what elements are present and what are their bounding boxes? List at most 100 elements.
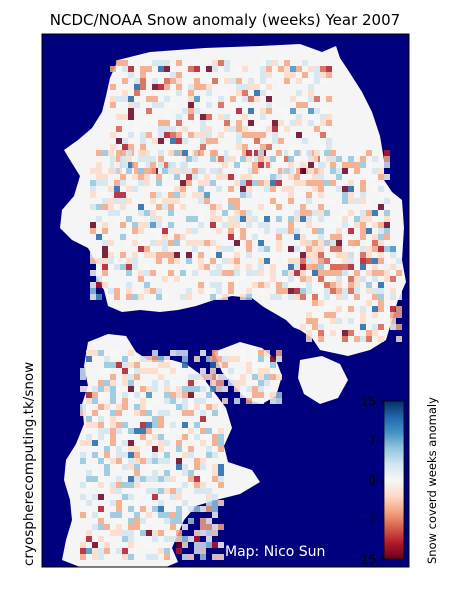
anomaly-cell [312, 240, 318, 246]
colorbar-tick-label: 15 [361, 395, 376, 409]
anomaly-cell [378, 306, 384, 312]
anomaly-cell [318, 210, 324, 216]
anomaly-cell [218, 380, 224, 386]
anomaly-cell [182, 126, 188, 132]
anomaly-cell [360, 276, 366, 282]
anomaly-cell [324, 294, 330, 300]
anomaly-cell [146, 60, 152, 66]
anomaly-cell [86, 422, 92, 428]
anomaly-cell [390, 264, 396, 270]
anomaly-cell [116, 102, 122, 108]
anomaly-cell [170, 66, 176, 72]
anomaly-cell [150, 246, 156, 252]
anomaly-cell [110, 500, 116, 506]
anomaly-cell [324, 240, 330, 246]
anomaly-cell [198, 240, 204, 246]
anomaly-cell [92, 554, 98, 560]
anomaly-cell [116, 386, 122, 392]
anomaly-cell [206, 542, 212, 548]
anomaly-cell [110, 440, 116, 446]
anomaly-cell [228, 282, 234, 288]
anomaly-cell [176, 506, 182, 512]
anomaly-cell [116, 410, 122, 416]
anomaly-cell [182, 144, 188, 150]
anomaly-cell [264, 180, 270, 186]
anomaly-cell [104, 542, 110, 548]
anomaly-cell [80, 500, 86, 506]
anomaly-cell [360, 210, 366, 216]
anomaly-cell [140, 386, 146, 392]
anomaly-cell [146, 464, 152, 470]
anomaly-cell [108, 210, 114, 216]
anomaly-cell [252, 162, 258, 168]
anomaly-cell [158, 506, 164, 512]
anomaly-cell [134, 404, 140, 410]
anomaly-cell [236, 90, 242, 96]
anomaly-cell [318, 240, 324, 246]
anomaly-cell [354, 180, 360, 186]
anomaly-cell [318, 162, 324, 168]
anomaly-cell [98, 482, 104, 488]
anomaly-cell [176, 416, 182, 422]
anomaly-cell [266, 90, 272, 96]
anomaly-cell [240, 216, 246, 222]
anomaly-cell [384, 276, 390, 282]
anomaly-cell [212, 542, 218, 548]
anomaly-cell [378, 294, 384, 300]
anomaly-cell [234, 386, 240, 392]
anomaly-cell [204, 174, 210, 180]
anomaly-cell [110, 530, 116, 536]
anomaly-cell [168, 258, 174, 264]
anomaly-cell [98, 548, 104, 554]
anomaly-cell [188, 476, 194, 482]
anomaly-cell [300, 300, 306, 306]
anomaly-cell [104, 464, 110, 470]
anomaly-cell [158, 488, 164, 494]
anomaly-cell [212, 428, 218, 434]
anomaly-cell [266, 66, 272, 72]
anomaly-cell [264, 276, 270, 282]
anomaly-cell [122, 392, 128, 398]
anomaly-cell [294, 288, 300, 294]
anomaly-cell [120, 222, 126, 228]
anomaly-cell [188, 446, 194, 452]
anomaly-cell [120, 234, 126, 240]
anomaly-cell [168, 222, 174, 228]
anomaly-cell [320, 114, 326, 120]
anomaly-cell [128, 380, 134, 386]
anomaly-cell [326, 114, 332, 120]
anomaly-cell [162, 276, 168, 282]
anomaly-cell [116, 422, 122, 428]
anomaly-cell [128, 162, 134, 168]
anomaly-cell [116, 488, 122, 494]
anomaly-cell [144, 210, 150, 216]
anomaly-cell [276, 180, 282, 186]
anomaly-cell [150, 228, 156, 234]
anomaly-cell [264, 156, 270, 162]
anomaly-cell [176, 488, 182, 494]
anomaly-cell [348, 282, 354, 288]
anomaly-cell [146, 518, 152, 524]
anomaly-cell [174, 168, 180, 174]
colorbar-gradient [383, 400, 405, 560]
anomaly-cell [324, 150, 330, 156]
anomaly-cell [314, 72, 320, 78]
anomaly-cell [312, 210, 318, 216]
anomaly-cell [366, 252, 372, 258]
anomaly-cell [320, 120, 326, 126]
anomaly-cell [270, 356, 276, 362]
anomaly-cell [132, 186, 138, 192]
anomaly-cell [140, 380, 146, 386]
anomaly-cell [288, 198, 294, 204]
anomaly-cell [302, 60, 308, 66]
anomaly-cell [206, 78, 212, 84]
anomaly-cell [300, 216, 306, 222]
anomaly-cell [336, 288, 342, 294]
anomaly-cell [144, 282, 150, 288]
anomaly-cell [216, 246, 222, 252]
anomaly-cell [138, 294, 144, 300]
anomaly-cell [378, 246, 384, 252]
anomaly-cell [182, 410, 188, 416]
anomaly-cell [354, 318, 360, 324]
anomaly-cell [128, 440, 134, 446]
